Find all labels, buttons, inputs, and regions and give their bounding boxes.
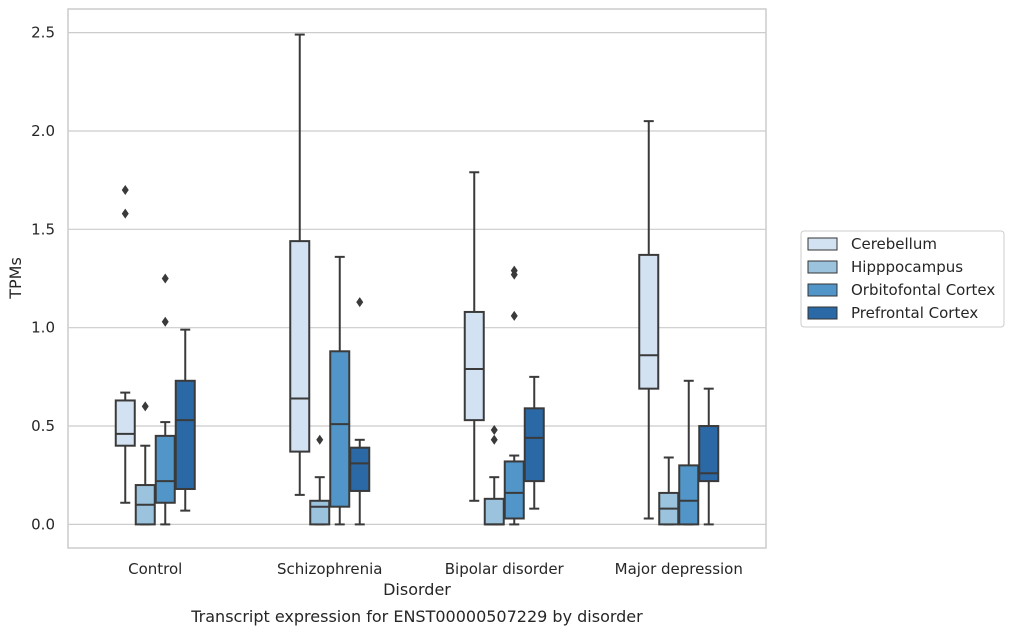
outlier-point — [316, 434, 324, 445]
box — [698, 425, 720, 483]
box-group — [289, 33, 311, 496]
box — [349, 446, 371, 492]
legend: Cerebellum Hipppocampus Orbitofontal Cor… — [800, 230, 1005, 328]
x-tick-label: Major depression — [615, 560, 743, 578]
outlier-point — [490, 424, 498, 435]
box-group — [678, 379, 700, 526]
box — [329, 350, 351, 508]
legend-frame — [800, 230, 1005, 328]
outlier-point — [121, 208, 129, 219]
box — [114, 399, 136, 447]
outlier-point — [510, 310, 518, 321]
box — [174, 379, 196, 490]
x-axis: Control Schizophrenia Bipolar disorder Majo… — [128, 560, 743, 578]
box-group — [134, 401, 156, 526]
y-axis-title: TPMs — [6, 257, 25, 300]
legend-swatch-prefrontal — [807, 306, 838, 320]
box — [678, 464, 700, 526]
plot-frame — [67, 8, 767, 549]
y-tick-label: 1.5 — [31, 220, 55, 238]
x-tick-label: Control — [128, 560, 182, 578]
box — [154, 434, 176, 504]
box-group — [329, 255, 351, 526]
y-tick-label: 2.0 — [31, 122, 55, 140]
outlier-point — [510, 265, 518, 276]
box-group — [349, 297, 371, 526]
legend-swatch-orbitofrontal — [807, 283, 838, 297]
x-tick-label: Bipolar disorder — [445, 560, 565, 578]
x-axis-title: Disorder — [383, 580, 451, 599]
chart-caption: Transcript expression for ENST0000050722… — [190, 607, 643, 626]
legend-swatch-cerebellum — [807, 237, 838, 251]
box-group — [154, 273, 176, 526]
legend-label-prefrontal: Prefrontal Cortex — [851, 304, 978, 322]
y-tick-label: 0.5 — [31, 417, 55, 435]
outlier-point — [356, 297, 364, 308]
legend-label-hippocampus: Hipppocampus — [851, 258, 963, 276]
y-axis: 0.0 0.5 1.0 1.5 2.0 2.5 — [31, 24, 55, 534]
x-tick-label: Schizophrenia — [277, 560, 382, 578]
legend-label-cerebellum: Cerebellum — [851, 235, 937, 253]
box-group — [114, 184, 136, 504]
box — [523, 407, 545, 483]
box — [483, 497, 505, 526]
box — [503, 460, 525, 520]
box-group — [503, 265, 525, 526]
box-group — [174, 328, 196, 512]
y-tick-label: 0.0 — [31, 515, 55, 533]
box-group — [309, 434, 331, 526]
box — [289, 240, 311, 453]
box — [463, 310, 485, 422]
outlier-point — [161, 316, 169, 327]
box-group — [483, 424, 505, 526]
box-group — [463, 171, 485, 502]
legend-label-orbitofrontal: Orbitofontal Cortex — [851, 281, 995, 299]
box — [638, 253, 660, 390]
y-tick-label: 2.5 — [31, 24, 55, 42]
boxes — [114, 33, 720, 526]
box-group — [523, 375, 545, 510]
y-tick-label: 1.0 — [31, 319, 55, 337]
outlier-point — [490, 434, 498, 445]
box-group — [638, 120, 660, 520]
outlier-point — [161, 273, 169, 284]
legend-swatch-hippocampus — [807, 260, 838, 274]
outlier-point — [141, 401, 149, 412]
box-group — [698, 387, 720, 526]
outlier-point — [121, 184, 129, 195]
box — [309, 499, 331, 526]
box-group — [658, 456, 680, 526]
